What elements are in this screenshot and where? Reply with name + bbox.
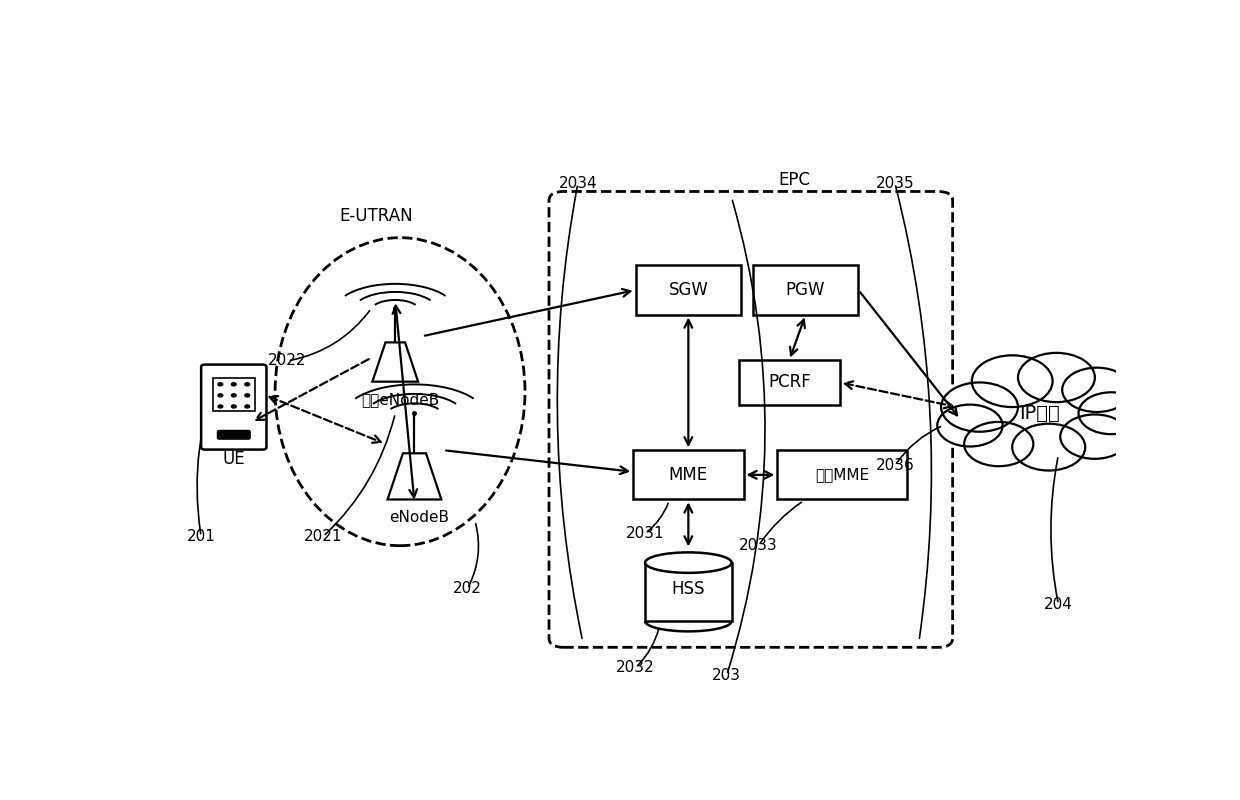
FancyBboxPatch shape [635, 266, 742, 314]
Circle shape [965, 422, 1033, 466]
Ellipse shape [645, 552, 732, 573]
Text: eNodeB: eNodeB [389, 510, 449, 526]
Text: 2022: 2022 [268, 354, 306, 368]
Circle shape [1012, 424, 1085, 470]
Text: SGW: SGW [668, 281, 708, 299]
Circle shape [244, 382, 249, 386]
Text: IP业务: IP业务 [1019, 404, 1059, 422]
Text: 2036: 2036 [875, 458, 914, 473]
Circle shape [244, 394, 249, 397]
FancyBboxPatch shape [739, 360, 839, 405]
Text: 203: 203 [712, 667, 742, 682]
FancyBboxPatch shape [777, 450, 906, 499]
Text: UE: UE [222, 450, 246, 469]
Text: 2021: 2021 [304, 529, 342, 544]
Text: PGW: PGW [786, 281, 826, 299]
Circle shape [218, 382, 223, 386]
Circle shape [232, 405, 236, 408]
Circle shape [941, 382, 1018, 432]
Text: E-UTRAN: E-UTRAN [340, 207, 413, 225]
Circle shape [983, 378, 1095, 449]
Text: 2033: 2033 [739, 538, 777, 553]
FancyBboxPatch shape [217, 430, 250, 439]
Text: 204: 204 [1044, 597, 1073, 612]
Text: 202: 202 [453, 582, 482, 596]
Circle shape [1018, 353, 1095, 402]
FancyBboxPatch shape [549, 191, 952, 647]
Circle shape [232, 394, 236, 397]
Polygon shape [372, 342, 418, 382]
Circle shape [218, 394, 223, 397]
FancyBboxPatch shape [634, 450, 744, 499]
Circle shape [1079, 392, 1143, 434]
Text: PCRF: PCRF [768, 374, 811, 391]
Text: 2031: 2031 [626, 526, 665, 541]
Text: MME: MME [668, 466, 708, 484]
Text: 201: 201 [187, 529, 216, 544]
Polygon shape [388, 454, 441, 499]
FancyBboxPatch shape [753, 266, 858, 314]
Text: HSS: HSS [672, 580, 706, 598]
Circle shape [937, 405, 1003, 446]
Circle shape [972, 355, 1053, 407]
FancyBboxPatch shape [201, 365, 267, 450]
Circle shape [1063, 368, 1131, 412]
Text: 2034: 2034 [558, 176, 598, 191]
FancyBboxPatch shape [645, 562, 732, 621]
Ellipse shape [275, 238, 525, 546]
Text: 2032: 2032 [616, 660, 655, 675]
Circle shape [1060, 414, 1130, 459]
Circle shape [218, 405, 223, 408]
Text: 其它eNodeB: 其它eNodeB [361, 392, 439, 407]
Circle shape [232, 382, 236, 386]
FancyBboxPatch shape [213, 378, 255, 411]
Text: EPC: EPC [777, 171, 810, 190]
Text: 其它MME: 其它MME [815, 467, 869, 482]
Circle shape [244, 405, 249, 408]
Text: 2035: 2035 [875, 176, 914, 191]
